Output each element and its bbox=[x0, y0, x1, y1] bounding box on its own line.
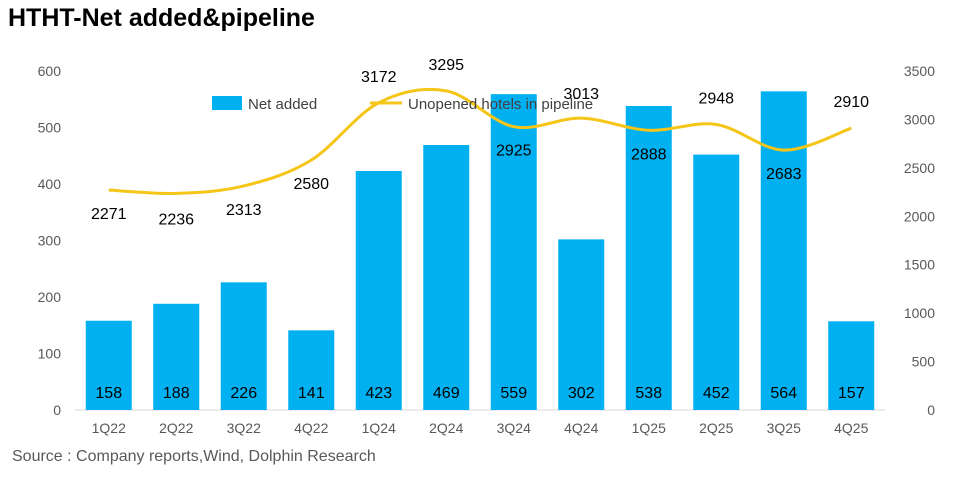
bar-value-label: 559 bbox=[500, 385, 527, 402]
x-tick-label: 2Q25 bbox=[699, 420, 733, 436]
bar bbox=[355, 171, 402, 410]
y-left-tick-label: 600 bbox=[38, 63, 62, 79]
y-left-tick-label: 100 bbox=[38, 346, 62, 362]
bar-value-label: 564 bbox=[770, 385, 797, 402]
y-right-tick-label: 3000 bbox=[904, 111, 935, 127]
bar bbox=[153, 303, 200, 410]
bar-value-label: 452 bbox=[703, 385, 730, 402]
y-right-tick-label: 3500 bbox=[904, 63, 935, 79]
line-value-label: 2910 bbox=[833, 94, 869, 111]
labels-layer: 158 188 226 141 423 469 559 302 538 452 564 157 2271… bbox=[91, 57, 869, 402]
bar-value-label: 226 bbox=[230, 385, 257, 402]
axes-layer: 0 100 200 300 400 500 600 0 500 1000 1500 2000 2500 3… bbox=[38, 63, 936, 436]
bars-layer bbox=[85, 91, 875, 410]
bar-value-label: 302 bbox=[568, 385, 595, 402]
pipeline-line bbox=[108, 87, 852, 196]
bar bbox=[693, 154, 740, 410]
legend: Net added Unopened hotels in pipeline bbox=[212, 96, 593, 113]
bar bbox=[828, 321, 875, 410]
bar-value-label: 188 bbox=[163, 385, 190, 402]
legend-swatch-net-added bbox=[212, 96, 242, 110]
x-tick-label: 3Q24 bbox=[497, 420, 531, 436]
x-tick-label: 3Q25 bbox=[767, 420, 801, 436]
bar bbox=[625, 106, 672, 410]
line-layer bbox=[108, 87, 852, 196]
x-tick-label: 2Q24 bbox=[429, 420, 463, 436]
x-tick-label: 2Q22 bbox=[159, 420, 193, 436]
x-tick-label: 4Q22 bbox=[294, 420, 328, 436]
bar bbox=[760, 91, 807, 410]
bar bbox=[423, 145, 470, 410]
bar bbox=[558, 239, 605, 410]
bar bbox=[220, 282, 267, 410]
y-right-tick-label: 1500 bbox=[904, 257, 935, 273]
y-right-tick-label: 500 bbox=[912, 354, 936, 370]
legend-label-net-added: Net added bbox=[248, 96, 317, 113]
line-value-label: 3295 bbox=[428, 57, 464, 74]
bar bbox=[490, 94, 537, 410]
y-right-tick-label: 2500 bbox=[904, 160, 935, 176]
y-right-tick-label: 2000 bbox=[904, 208, 935, 224]
bar-value-label: 423 bbox=[365, 385, 392, 402]
line-value-label: 2888 bbox=[631, 146, 667, 163]
line-value-label: 2271 bbox=[91, 206, 127, 223]
y-left-tick-label: 500 bbox=[38, 120, 62, 136]
bar bbox=[85, 320, 132, 410]
chart-title: HTHT-Net added&pipeline bbox=[8, 4, 315, 32]
source-note: Source : Company reports,Wind, Dolphin R… bbox=[12, 448, 376, 465]
line-value-label: 2925 bbox=[496, 143, 532, 160]
line-value-label: 2948 bbox=[698, 90, 734, 107]
line-value-label: 2580 bbox=[293, 176, 329, 193]
x-tick-label: 1Q24 bbox=[362, 420, 396, 436]
x-tick-label: 4Q25 bbox=[834, 420, 868, 436]
x-tick-label: 4Q24 bbox=[564, 420, 598, 436]
bar-value-label: 141 bbox=[298, 385, 325, 402]
y-left-tick-label: 300 bbox=[38, 233, 62, 249]
y-right-tick-label: 0 bbox=[927, 402, 935, 418]
y-left-tick-label: 200 bbox=[38, 289, 62, 305]
bar-value-label: 158 bbox=[95, 385, 122, 402]
x-tick-label: 1Q25 bbox=[632, 420, 666, 436]
y-left-tick-label: 0 bbox=[53, 402, 61, 418]
y-left-tick-label: 400 bbox=[38, 176, 62, 192]
line-value-label: 3013 bbox=[563, 86, 599, 103]
legend-label-pipeline: Unopened hotels in pipeline bbox=[408, 96, 593, 113]
line-value-label: 2313 bbox=[226, 202, 262, 219]
line-value-label: 2683 bbox=[766, 166, 802, 183]
line-value-label: 2236 bbox=[158, 211, 194, 228]
bar bbox=[288, 330, 335, 410]
bar-value-label: 538 bbox=[635, 385, 662, 402]
bar-value-label: 469 bbox=[433, 385, 460, 402]
y-right-tick-label: 1000 bbox=[904, 305, 935, 321]
x-tick-label: 3Q22 bbox=[227, 420, 261, 436]
x-tick-label: 1Q22 bbox=[92, 420, 126, 436]
line-value-label: 3172 bbox=[361, 69, 397, 86]
bar-value-label: 157 bbox=[838, 385, 865, 402]
